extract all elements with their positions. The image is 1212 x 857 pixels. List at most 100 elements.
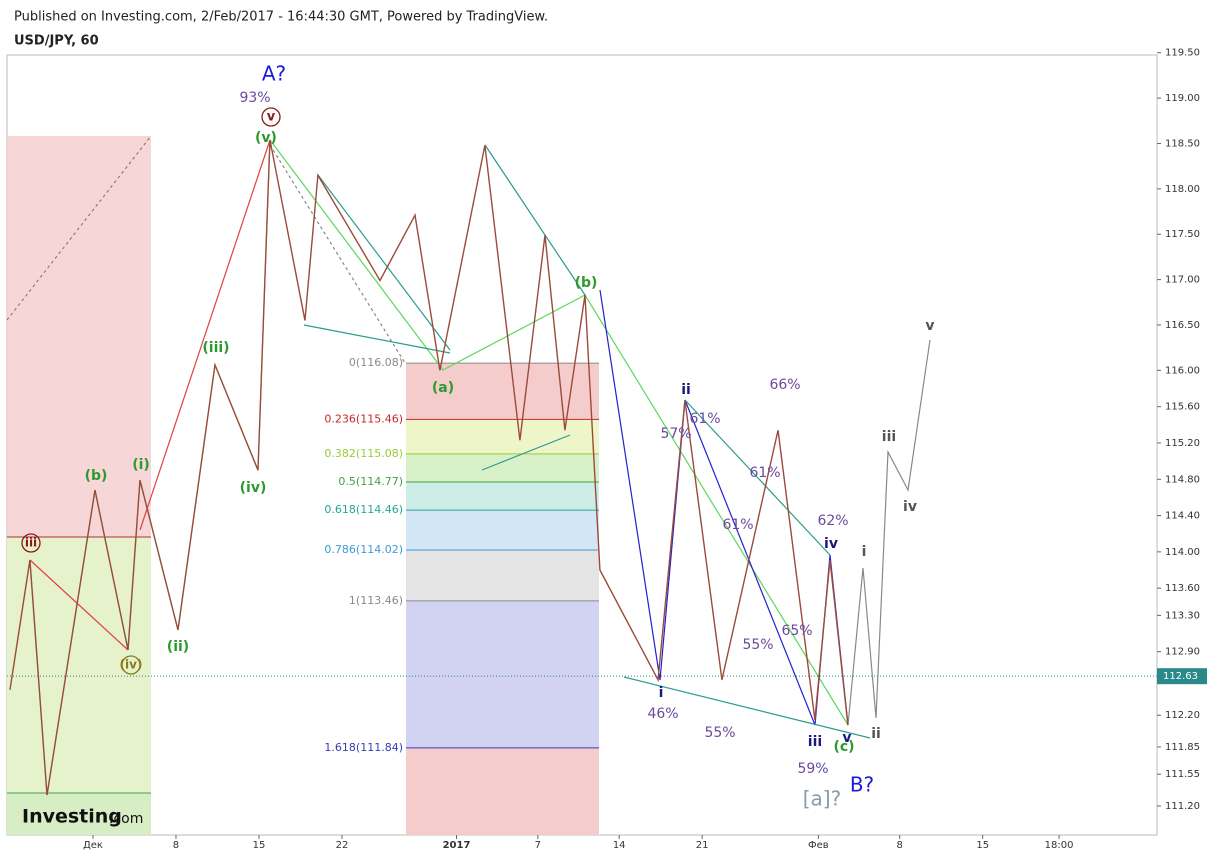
last-price-box: [1157, 668, 1207, 685]
wave-label: A?: [262, 62, 286, 86]
wave-label: [a]?: [803, 787, 841, 811]
channel-line: [303, 324, 451, 354]
wave-label: iii: [808, 734, 822, 750]
y-tick-label: 116.50: [1165, 320, 1200, 331]
wave-label: 55%: [742, 637, 773, 653]
y-tick-label: 112.90: [1165, 647, 1200, 658]
wave-label: 61%: [689, 411, 720, 427]
wave-label: 59%: [797, 761, 828, 777]
wave-label: 61%: [722, 517, 753, 533]
wave-label: v: [267, 110, 276, 125]
y-tick-label: 117.50: [1165, 229, 1200, 240]
fib-label: 0(116.08): [349, 356, 403, 369]
wave-label: (c): [833, 739, 854, 755]
y-tick-label: 111.55: [1165, 769, 1200, 780]
fib-zone: [406, 453, 599, 482]
wave-circle: [261, 107, 281, 127]
wave-label: ii: [871, 726, 881, 742]
x-tick-label: 14: [613, 840, 626, 851]
logo: Investing .com: [22, 806, 143, 828]
channel-line: [623, 676, 871, 739]
x-tick-label: 18:00: [1045, 840, 1074, 851]
wave-label: 93%: [239, 90, 270, 106]
x-tick-label: 15: [976, 840, 989, 851]
wave-circle: [21, 533, 41, 553]
zone: [7, 793, 151, 835]
wave-label: (iv): [240, 480, 267, 496]
wave-label: iii: [882, 429, 896, 445]
y-tick-label: 118.00: [1165, 184, 1200, 195]
zone: [7, 136, 151, 537]
background-zones: [6, 135, 599, 835]
fib-zone: [406, 510, 599, 551]
x-tick-label: 8: [897, 840, 903, 851]
wave-label: (a): [432, 380, 454, 396]
wave-line: [29, 559, 129, 651]
trend-line: [6, 135, 152, 321]
x-tick-label: 22: [336, 840, 349, 851]
last-price-label: 112.63: [1163, 671, 1198, 682]
wave-line: [139, 139, 271, 531]
y-tick-label: 118.50: [1165, 138, 1200, 149]
projection-line: [847, 339, 931, 726]
wave-label: 65%: [781, 623, 812, 639]
fib-zone: [406, 600, 599, 748]
y-tick-label: 114.00: [1165, 547, 1200, 558]
trend-line: [269, 144, 406, 364]
wave-label: (iv): [120, 658, 143, 672]
wave-label: 61%: [749, 465, 780, 481]
wave-line: [599, 289, 849, 726]
fib-zone: [406, 550, 599, 601]
y-tick-label: 114.80: [1165, 474, 1200, 485]
y-tick-label: 116.00: [1165, 365, 1200, 376]
fib-zone: [406, 363, 599, 420]
fib-zone: [406, 481, 599, 511]
channel-line: [481, 434, 571, 471]
wave-label: (i): [132, 457, 150, 473]
wave-label: (ii): [167, 639, 189, 655]
wave-label: 46%: [647, 706, 678, 722]
y-tick-label: 111.20: [1165, 801, 1200, 812]
wave-label: ii: [681, 382, 691, 398]
wave-label: iii: [25, 536, 37, 550]
wave-label: iv: [903, 499, 917, 515]
fib-label: 0.786(114.02): [324, 543, 403, 556]
x-tick-label: Дек: [83, 840, 103, 851]
channel-line: [317, 174, 451, 351]
x-tick-label: 15: [253, 840, 266, 851]
wave-label: (iii): [202, 340, 229, 356]
wave-label: i: [862, 544, 867, 560]
channel-line: [684, 399, 831, 556]
y-tick-label: 113.60: [1165, 583, 1200, 594]
symbol: USD/JPY, 60: [14, 34, 99, 49]
x-tick-label: 2017: [443, 840, 471, 851]
wave-label: (b): [85, 468, 108, 484]
wave-label: (v): [255, 130, 277, 146]
wave-label: B?: [850, 773, 874, 797]
y-tick-label: 113.30: [1165, 610, 1200, 621]
x-tick-label: 7: [535, 840, 541, 851]
fib-zone: [406, 747, 599, 835]
fib-label: 0.382(115.08): [324, 447, 403, 460]
fib-label: 1.618(111.84): [324, 741, 403, 754]
fib-label: 0.618(114.46): [324, 503, 403, 516]
x-tick-label: 21: [696, 840, 709, 851]
y-tick-label: 117.00: [1165, 275, 1200, 286]
y-tick-label: 115.20: [1165, 438, 1200, 449]
wave-label: 62%: [817, 513, 848, 529]
y-tick-label: 119.00: [1165, 93, 1200, 104]
wave-label: i: [659, 685, 664, 701]
wave-label: 55%: [704, 725, 735, 741]
y-tick-label: 111.85: [1165, 742, 1200, 753]
wave-label: 66%: [769, 377, 800, 393]
wave-circle: [121, 655, 141, 675]
logo-domain: .com: [109, 811, 143, 827]
y-tick-label: 115.60: [1165, 402, 1200, 413]
published-note: Published on Investing.com, 2/Feb/2017 -…: [14, 10, 548, 25]
fib-label: 1(113.46): [349, 594, 403, 607]
wave-label: v: [842, 730, 851, 746]
fib-zone: [406, 419, 599, 454]
x-tick-label: Фев: [808, 840, 829, 851]
price-line: [9, 139, 849, 796]
